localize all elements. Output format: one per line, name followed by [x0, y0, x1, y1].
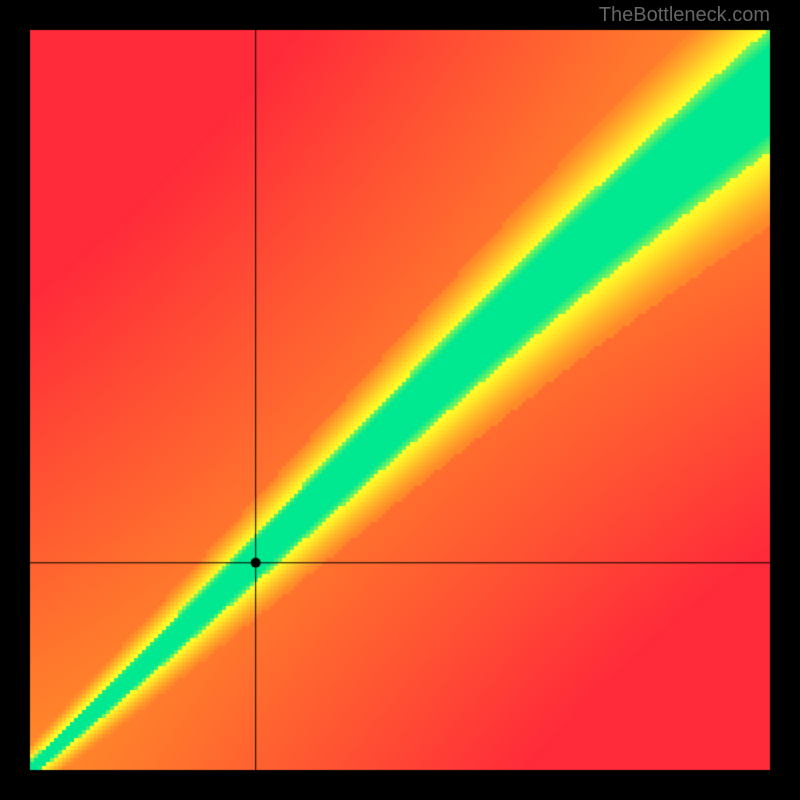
- bottleneck-heatmap: [0, 0, 800, 800]
- chart-container: TheBottleneck.com: [0, 0, 800, 800]
- watermark-text: TheBottleneck.com: [599, 4, 770, 27]
